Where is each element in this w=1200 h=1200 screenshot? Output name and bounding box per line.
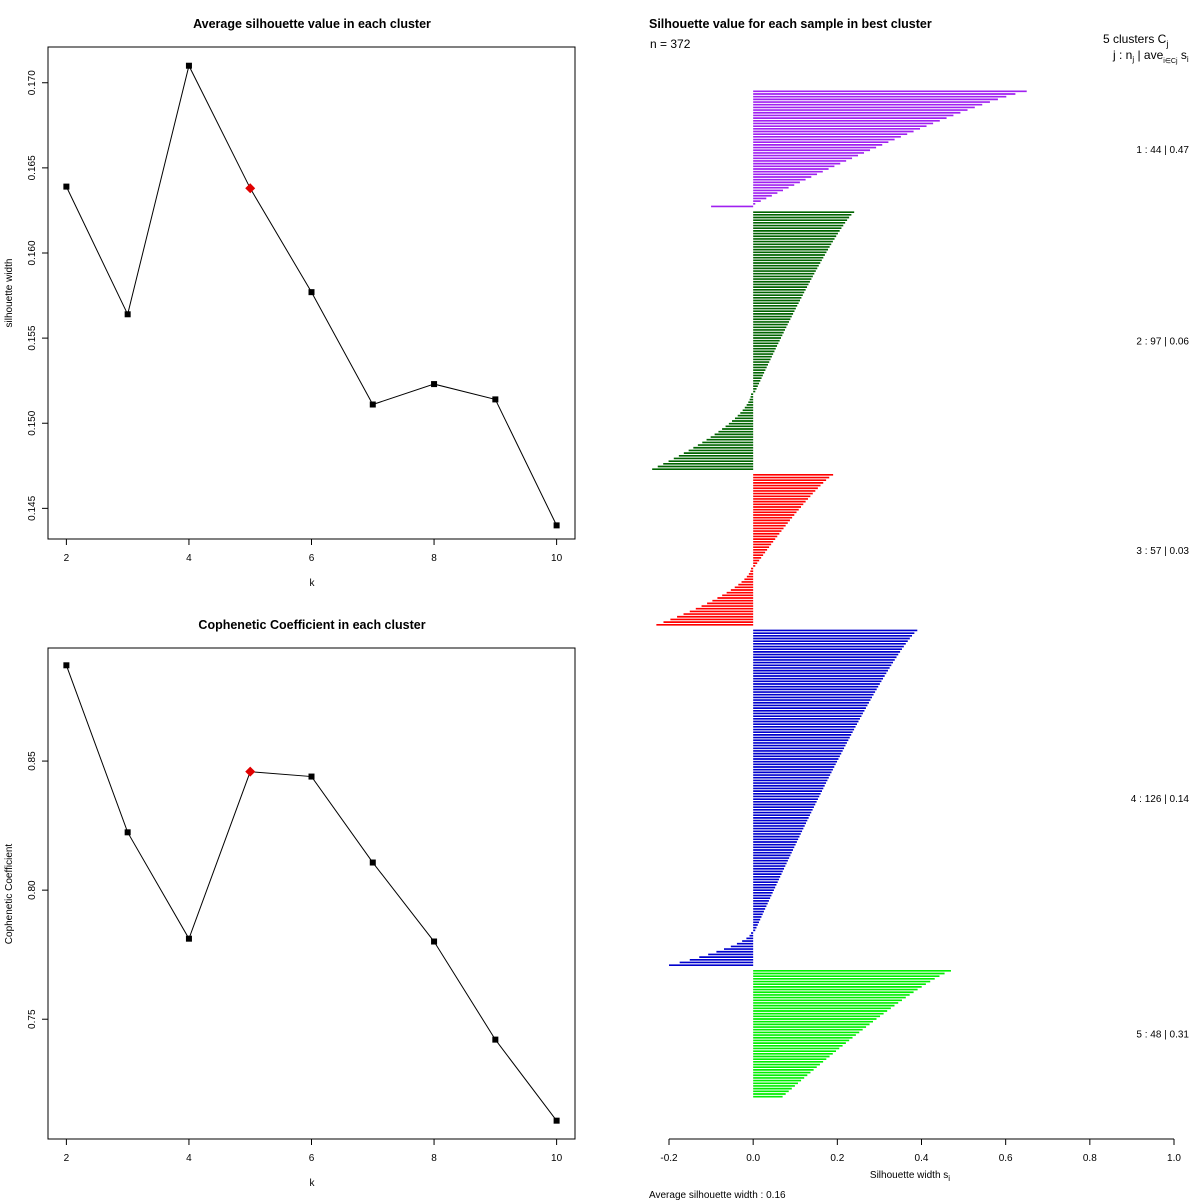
- chart1-ytick-label-0: 0.145: [27, 495, 38, 520]
- sil-header: 5 clusters Cj: [1103, 32, 1168, 49]
- chart2-point-7: [492, 1036, 499, 1043]
- sil-xlabel-sub: i: [948, 1174, 950, 1183]
- sil-header2-end: s: [1178, 48, 1187, 62]
- chart2-point-8: [553, 1117, 560, 1124]
- chart2-title: Cophenetic Coefficient in each cluster: [198, 618, 425, 632]
- silhouette-bar-plot: Silhouette value for each sample in best…: [649, 17, 1189, 1200]
- chart2-ticks: 2 4 6 8 10 0.75 0.80 0.85: [27, 751, 563, 1164]
- silhouette-line-chart: Average silhouette value in each cluster…: [4, 17, 576, 589]
- sil-header2-end-sub: i: [1187, 55, 1189, 64]
- sil-header2: j : nj | avei∈Cj si: [1112, 48, 1189, 65]
- chart1-series-line: [65, 64, 558, 526]
- sil-xtick-label-2: 0.2: [830, 1153, 844, 1164]
- chart2-marks: [63, 662, 560, 1124]
- chart2-series-line: [65, 665, 558, 1121]
- sil-cluster-label-2: 2 : 97 | 0.06: [1136, 337, 1189, 348]
- chart1-xtick-label-0: 2: [64, 553, 70, 564]
- sil-xtick-label-4: 0.6: [999, 1153, 1013, 1164]
- chart2-xtick-label-0: 2: [64, 1153, 70, 1164]
- chart1-ytick-label-3: 0.160: [27, 240, 38, 265]
- sil-xlabel-text: Silhouette width s: [870, 1170, 948, 1181]
- chart2-xtick-label-3: 8: [431, 1153, 437, 1164]
- chart1-point-8: [553, 522, 560, 529]
- chart1-ytick-label-4: 0.165: [27, 155, 38, 180]
- cophenetic-line-chart: Cophenetic Coefficient in each cluster 2…: [4, 618, 576, 1189]
- chart1-marks: [63, 62, 560, 529]
- sil-bars: [652, 90, 1027, 1098]
- chart2-point-6: [431, 938, 438, 945]
- chart2-xlabel: k: [310, 1178, 316, 1189]
- chart1-point-4: [308, 289, 315, 296]
- sil-header-text: 5 clusters C: [1103, 32, 1167, 46]
- chart2-frame: [47, 647, 576, 1140]
- sil-cluster-label-5: 5 : 48 | 0.31: [1136, 1030, 1189, 1041]
- chart2-point-1: [124, 829, 131, 836]
- sil-footer: Average silhouette width : 0.16: [649, 1190, 786, 1200]
- chart2-ytick-label-0: 0.75: [27, 1009, 38, 1029]
- chart2-point-5: [369, 859, 376, 866]
- sil-header2-sub: j: [1131, 55, 1134, 64]
- chart2-point-2: [185, 935, 192, 942]
- chart1-xtick-label-4: 10: [551, 553, 563, 564]
- chart1-ytick-label-2: 0.155: [27, 325, 38, 350]
- chart1-xlabel: k: [310, 578, 316, 589]
- sil-xtick-label-6: 1.0: [1167, 1153, 1181, 1164]
- chart2-xtick-label-2: 6: [309, 1153, 315, 1164]
- chart1-ytick-label-1: 0.150: [27, 410, 38, 435]
- chart2-point-0: [63, 662, 70, 669]
- chart1-point-1: [124, 311, 131, 318]
- sil-header2-text: j : n: [1112, 48, 1132, 62]
- chart1-point-6: [431, 381, 438, 388]
- chart2-xtick-label-4: 10: [551, 1153, 563, 1164]
- sil-cluster-label-1: 1 : 44 | 0.47: [1136, 145, 1189, 156]
- sil-header-sub: j: [1165, 39, 1168, 49]
- sil-title: Silhouette value for each sample in best…: [649, 17, 932, 31]
- chart1-ytick-label-5: 0.170: [27, 70, 38, 95]
- chart1-ylabel: silhouette width: [4, 259, 15, 328]
- chart1-xtick-label-1: 4: [186, 553, 192, 564]
- chart1-point-7: [492, 396, 499, 403]
- chart2-xtick-label-1: 4: [186, 1153, 192, 1164]
- chart1-point-2: [185, 62, 192, 69]
- chart1-point-3-highlight: [245, 183, 256, 194]
- sil-header2-tail-sub: i∈Cj: [1163, 58, 1178, 65]
- sil-ticks: -0.2 0.0 0.2 0.4 0.6 0.8 1.0: [660, 1139, 1181, 1164]
- sil-xtick-label-3: 0.4: [915, 1153, 929, 1164]
- chart1-title: Average silhouette value in each cluster: [193, 17, 431, 31]
- chart2-point-4: [308, 773, 315, 780]
- chart1-point-5: [369, 401, 376, 408]
- chart1-ticks: 2 4 6 8 10 0.145 0.150 0.155 0.160 0.165 0.170: [27, 70, 563, 564]
- sil-n-label: n = 372: [650, 37, 691, 51]
- sil-header2-tail: | ave: [1134, 48, 1163, 62]
- sil-xtick-label-5: 0.8: [1083, 1153, 1097, 1164]
- sil-cluster-label-4: 4 : 126 | 0.14: [1131, 794, 1190, 805]
- chart1-xtick-label-2: 6: [309, 553, 315, 564]
- sil-cluster-label-3: 3 : 57 | 0.03: [1136, 546, 1189, 557]
- chart1-point-0: [63, 183, 70, 190]
- chart2-point-3-highlight: [245, 766, 256, 777]
- chart2-ytick-label-1: 0.80: [27, 880, 38, 900]
- sil-cluster-labels: 1 : 44 | 0.47 2 : 97 | 0.06 3 : 57 | 0.03 4…: [1131, 145, 1190, 1041]
- sil-xtick-label-1: 0.0: [746, 1153, 760, 1164]
- chart2-ylabel: Cophenetic Coefficient: [4, 844, 15, 945]
- chart2-ytick-label-2: 0.85: [27, 751, 38, 771]
- chart1-xtick-label-3: 8: [431, 553, 437, 564]
- sil-xlabel: Silhouette width si: [870, 1170, 950, 1183]
- sil-xtick-label-0: -0.2: [660, 1153, 678, 1164]
